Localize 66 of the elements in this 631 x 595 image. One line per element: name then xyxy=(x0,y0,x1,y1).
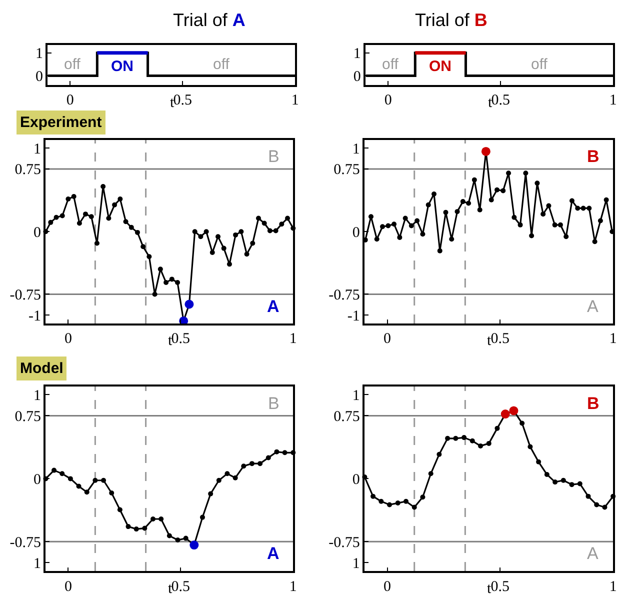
annotation: ON xyxy=(111,58,134,75)
y-tick-label: 0.75 xyxy=(14,162,41,178)
chart-title: Trial of B xyxy=(415,10,488,30)
y-tick-label: -1 xyxy=(347,308,360,324)
x-tick-label: 0.5 xyxy=(490,331,510,348)
x-tick-label: 0 xyxy=(66,92,74,109)
y-tick-label: -1 xyxy=(28,308,41,324)
x-tick-label: 0 xyxy=(64,578,72,595)
y-tick-label: 0 xyxy=(352,472,360,488)
x-axis-title: t xyxy=(488,95,493,111)
x-axis-title: t xyxy=(170,95,175,111)
x-tick-label: 0.5 xyxy=(171,578,190,595)
chart-title: Experiment xyxy=(20,114,102,131)
x-tick-label: 1 xyxy=(289,578,297,595)
x-axis-title: t xyxy=(487,581,492,595)
x-tick-label: 1 xyxy=(289,331,297,348)
y-tick-label: 1 xyxy=(33,556,41,572)
x-tick-label: 0 xyxy=(384,331,392,348)
x-tick-label: 0.5 xyxy=(491,92,510,109)
y-tick-label: -0.75 xyxy=(10,534,41,551)
y-tick-label: -0.75 xyxy=(328,534,360,551)
y-tick-label: 0 xyxy=(352,224,360,241)
x-tick-label: 1 xyxy=(609,578,617,595)
x-tick-label: 0 xyxy=(64,331,72,348)
x-tick-label: 0 xyxy=(384,578,392,595)
x-tick-label: 1 xyxy=(291,92,299,109)
annotation: B xyxy=(587,394,600,413)
x-tick-label: 1 xyxy=(609,331,617,348)
chart-title: Trial of A xyxy=(173,10,246,30)
annotation: A xyxy=(587,544,599,563)
y-tick-label: 1 xyxy=(353,46,361,62)
annotation: off xyxy=(531,56,548,73)
y-tick-label: 0 xyxy=(33,472,41,488)
y-tick-label: 1 xyxy=(352,388,360,404)
y-tick-label: 0 xyxy=(353,68,361,85)
y-tick-label: 0.75 xyxy=(334,162,360,178)
y-tick-label: 1 xyxy=(33,388,41,404)
y-tick-label: 1 xyxy=(35,46,43,62)
annotation: B xyxy=(268,394,280,413)
y-tick-label: 0 xyxy=(35,68,43,85)
x-tick-label: 1 xyxy=(609,92,617,109)
annotation: B xyxy=(587,147,600,166)
y-tick-label: -0.75 xyxy=(10,287,41,304)
x-tick-label: 0.5 xyxy=(490,578,510,595)
x-axis-title: t xyxy=(168,581,173,595)
annotation: B xyxy=(268,147,280,166)
y-tick-label: 0.75 xyxy=(14,408,41,425)
y-tick-label: 0.75 xyxy=(334,408,360,425)
annotation: off xyxy=(213,56,230,73)
x-tick-label: 0 xyxy=(384,92,392,109)
y-tick-label: 1 xyxy=(352,141,360,158)
y-tick-label: 1 xyxy=(352,556,360,572)
x-axis-title: t xyxy=(487,333,492,349)
annotation: off xyxy=(382,56,400,73)
y-tick-label: -0.75 xyxy=(328,287,360,304)
x-tick-label: 0.5 xyxy=(173,92,192,109)
annotation: A xyxy=(587,297,599,316)
x-axis-title: t xyxy=(168,333,173,349)
y-tick-label: 0 xyxy=(33,224,41,241)
chart-title: Model xyxy=(20,360,64,377)
annotation: A xyxy=(267,544,280,563)
x-tick-label: 0.5 xyxy=(171,331,190,348)
annotation: A xyxy=(267,297,280,316)
y-tick-label: 1 xyxy=(33,141,41,158)
annotation: ON xyxy=(429,58,452,75)
annotation: off xyxy=(64,56,82,73)
